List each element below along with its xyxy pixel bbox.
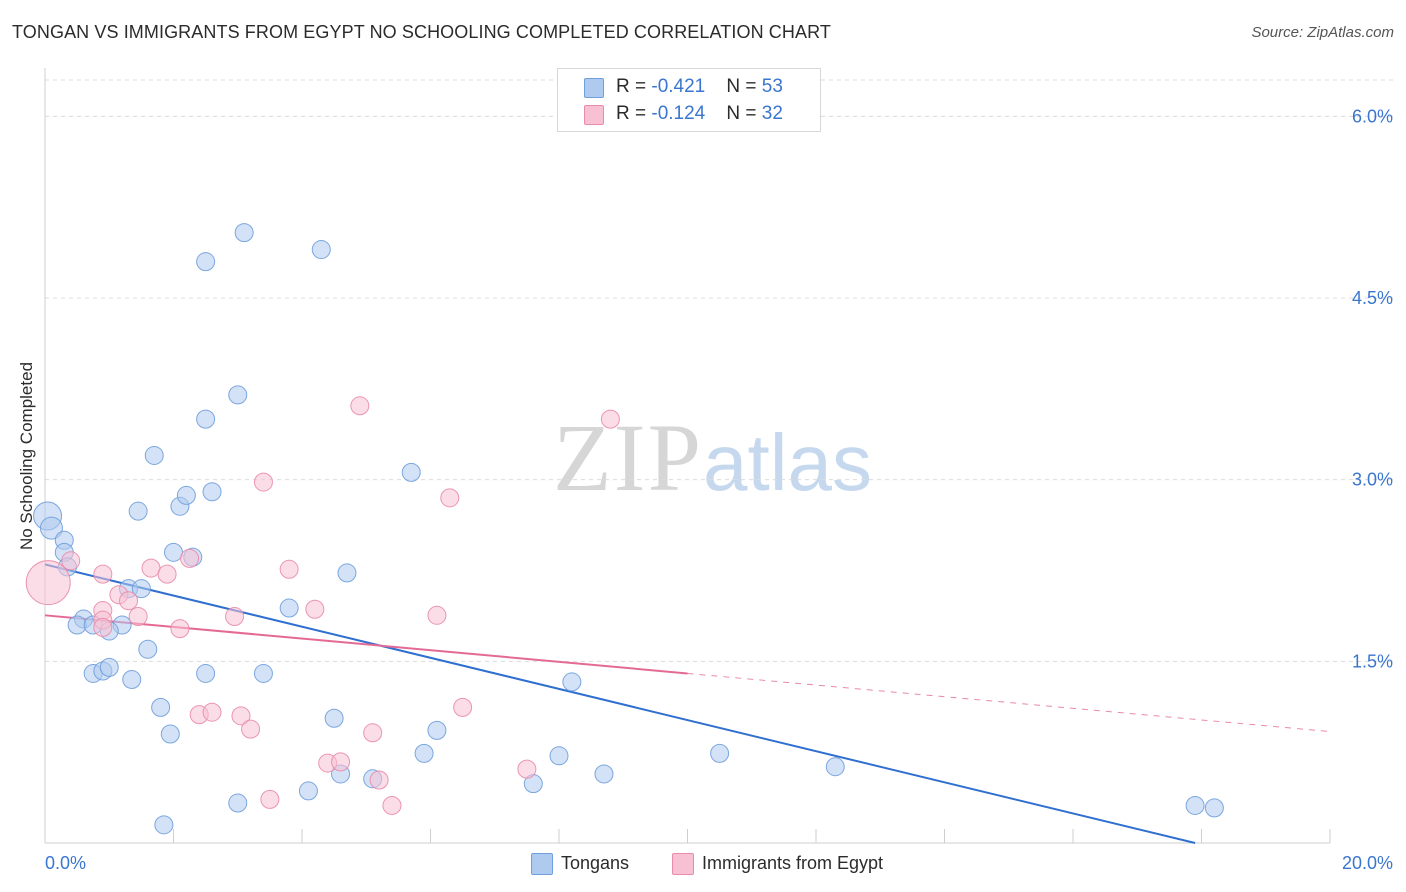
point-tongans <box>151 697 171 717</box>
point-egypt <box>517 759 537 779</box>
point-tongans <box>253 663 273 683</box>
point-tongans <box>311 240 331 260</box>
point-tongans <box>99 657 119 677</box>
gridlines <box>45 79 1393 662</box>
point-tongans <box>196 663 216 683</box>
point-tongans <box>39 516 63 540</box>
x-tick-label: 20.0% <box>1342 853 1393 873</box>
point-tongans <box>228 385 248 405</box>
point-tongans <box>67 615 87 635</box>
stats-n-label: N = <box>726 103 762 124</box>
point-tongans <box>160 724 180 744</box>
legend-label-tongans: Tongans <box>561 853 630 873</box>
point-tongans <box>202 482 222 502</box>
point-tongans <box>594 764 614 784</box>
point-tongans <box>138 639 158 659</box>
point-tongans <box>128 501 148 521</box>
point-tongans <box>825 757 845 777</box>
point-egypt <box>260 789 280 809</box>
point-egypt <box>382 795 402 815</box>
point-egypt <box>180 548 200 568</box>
point-tongans <box>164 542 183 562</box>
trend-line-egypt-extension <box>687 672 1331 733</box>
point-tongans <box>710 743 730 763</box>
tick-labels: 1.5% 3.0% 4.5% 6.0% 0.0% 20.0% <box>45 106 1393 873</box>
legend-swatch-egypt <box>672 853 694 875</box>
axes <box>44 68 1331 844</box>
point-egypt <box>170 619 190 639</box>
point-egypt <box>363 723 383 743</box>
legend-swatch-tongans <box>531 853 553 875</box>
y-tick-label: 4.5% <box>1352 288 1393 308</box>
point-egypt <box>231 706 251 726</box>
stats-box: R = -0.421 N = 53 R = -0.124 N = 32 <box>557 68 821 132</box>
point-egypt <box>141 558 161 578</box>
data-points <box>25 223 1224 835</box>
point-tongans <box>228 793 248 813</box>
point-egypt <box>600 409 620 429</box>
point-egypt <box>202 702 222 722</box>
chart-title: TONGAN VS IMMIGRANTS FROM EGYPT NO SCHOO… <box>12 22 831 42</box>
point-tongans <box>549 746 569 766</box>
legend-label-egypt: Immigrants from Egypt <box>702 853 884 873</box>
point-tongans <box>298 781 318 801</box>
point-egypt <box>440 488 460 508</box>
x-tick-label: 0.0% <box>45 853 86 873</box>
point-egypt <box>93 617 113 637</box>
point-egypt <box>157 564 177 584</box>
point-egypt <box>369 770 389 790</box>
stats-n-value: 53 <box>761 76 783 97</box>
point-egypt <box>279 559 299 579</box>
point-tongans <box>324 708 344 728</box>
point-tongans <box>196 409 216 429</box>
point-egypt <box>305 599 325 619</box>
y-tick-label: 3.0% <box>1352 470 1393 490</box>
y-tick-label: 6.0% <box>1352 106 1393 126</box>
stats-n-label: N = <box>726 76 762 97</box>
point-tongans <box>122 670 142 689</box>
point-tongans <box>234 223 254 243</box>
trend-line-egypt <box>44 614 688 675</box>
point-egypt <box>350 396 370 416</box>
point-egypt <box>225 607 245 627</box>
point-egypt <box>119 591 139 611</box>
point-tongans <box>427 720 447 740</box>
point-tongans <box>414 743 434 763</box>
stats-n-value: 32 <box>761 103 783 124</box>
point-egypt <box>331 752 351 772</box>
stats-r-label: R = <box>616 76 652 97</box>
point-egypt <box>427 605 447 625</box>
point-tongans <box>562 672 582 692</box>
point-tongans <box>279 598 299 618</box>
stats-swatch-tongans <box>584 78 604 98</box>
stats-r-value: -0.421 <box>651 76 706 97</box>
stats-swatch-egypt <box>584 105 604 125</box>
point-tongans <box>337 563 357 583</box>
point-tongans <box>144 445 164 465</box>
point-tongans <box>401 462 421 482</box>
point-egypt <box>241 719 261 739</box>
stats-r-label: R = <box>616 103 652 124</box>
point-tongans <box>131 579 151 599</box>
point-tongans <box>196 252 216 272</box>
y-tick-label: 1.5% <box>1352 651 1393 671</box>
source-label: Source: ZipAtlas.com <box>1251 24 1394 41</box>
point-egypt <box>25 560 71 606</box>
point-egypt <box>61 551 81 571</box>
point-tongans <box>1185 795 1205 815</box>
point-tongans <box>154 815 174 835</box>
point-egypt <box>453 697 473 717</box>
point-egypt <box>93 564 113 584</box>
point-egypt <box>128 607 148 627</box>
point-tongans <box>1204 798 1224 818</box>
point-tongans <box>176 485 196 505</box>
stats-r-value: -0.124 <box>651 103 706 124</box>
point-egypt <box>253 472 273 492</box>
